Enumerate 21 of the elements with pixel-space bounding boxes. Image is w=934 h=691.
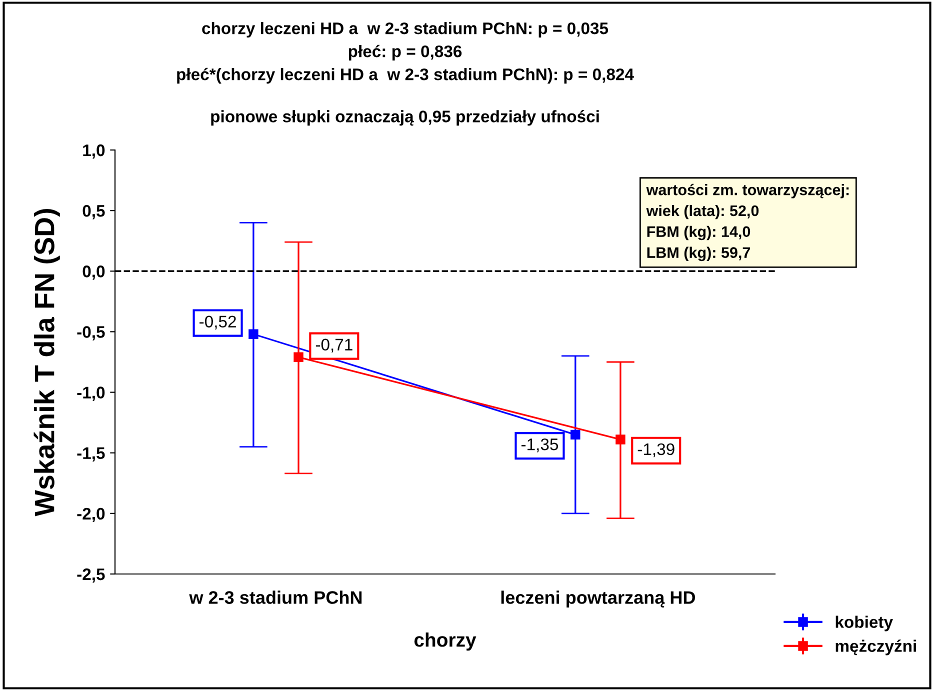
x-axis-title: chorzy [414, 632, 476, 651]
chart-title: chorzy leczeni HD a w 2-3 stadium PChN: p = 0,035 płeć: p = 0,836 płeć*(chorzy leczeni HD a w 2-3 stadium PChN): p = 0,824 [177, 22, 634, 84]
y-tick-label: -2,5 [77, 568, 105, 583]
legend-label: mężczyźni [836, 640, 916, 656]
data-label: -0,71 [316, 338, 352, 352]
legend-label: kobiety [836, 616, 893, 632]
data-label: -0,52 [200, 316, 236, 330]
y-axis-title: Wskaźnik T dla FN (SD) [34, 209, 60, 516]
y-tick-label: -1,0 [77, 386, 105, 401]
data-label: -1,39 [638, 443, 674, 458]
y-tick-label: 0,5 [82, 204, 105, 220]
data-label: -1,35 [521, 438, 558, 452]
x-tick-label: w 2-3 stadium PChN [189, 590, 362, 604]
y-tick-label: -2,0 [77, 508, 105, 522]
chart-subtitle: pionowe słupki oznaczają 0,95 przedziały ufności [211, 110, 599, 126]
y-tick-label: -1,5 [77, 447, 105, 462]
y-tick-label: 1,0 [83, 144, 105, 159]
x-tick-label: leczeni powtarzaną HD [501, 590, 695, 608]
y-tick-label: -0,5 [77, 326, 105, 340]
y-tick-label: 0,0 [82, 266, 105, 280]
annotation: wartości zm. towarzyszącej: wiek (lata): 52,0 FBM (kg): 14,0 LBM (kg): 59,7 [646, 184, 849, 262]
